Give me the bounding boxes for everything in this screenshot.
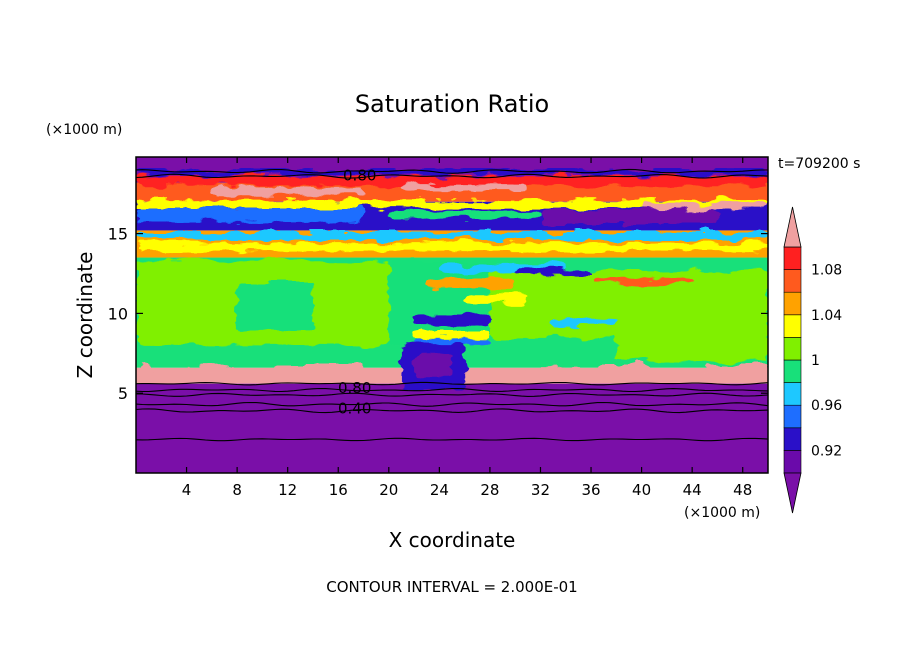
field-patch-9 <box>641 203 768 210</box>
field-patch-21 <box>464 294 528 304</box>
contour-lower-f <box>136 437 768 442</box>
x-tick-label: 12 <box>278 481 297 499</box>
contour-lower-b <box>136 387 768 393</box>
colorbar-swatch <box>783 382 802 406</box>
x-tick-label: 28 <box>480 481 499 499</box>
colorbar-swatch <box>783 427 802 451</box>
x-tick-label: 40 <box>632 481 651 499</box>
colorbar-above-triangle <box>783 206 802 248</box>
x-tick-label: 32 <box>531 481 550 499</box>
colorbar-swatch <box>783 314 802 338</box>
x-tick-label: 44 <box>683 481 702 499</box>
field-patch-29 <box>275 364 364 378</box>
field-patch-10 <box>136 168 768 175</box>
field-patch-2 <box>401 184 528 193</box>
chart-title: Saturation Ratio <box>355 90 549 118</box>
y-tick-label: 15 <box>108 225 128 244</box>
field-patch-14 <box>616 289 768 362</box>
colorbar-swatch <box>783 246 802 270</box>
field-patch-1 <box>211 187 364 196</box>
contour-upper-a <box>136 168 768 174</box>
plot-frame <box>135 156 769 474</box>
contour-label-1: 0.80 <box>338 379 371 397</box>
saturation-field-detail <box>136 168 768 391</box>
colorbar-swatch <box>783 337 802 361</box>
colorbar-swatch <box>783 291 802 316</box>
time-label: t=709200 s <box>778 156 860 172</box>
y-tick-label: 10 <box>108 304 128 323</box>
field-patch-31 <box>597 364 648 375</box>
y-tick-label: 5 <box>118 384 128 403</box>
field-patch-24 <box>553 318 617 327</box>
colorbar-tick-label: 1.04 <box>811 308 842 324</box>
contour-label-0: 0.80 <box>343 167 376 185</box>
contour-labels: 0.80 0.80 0.40 <box>338 167 376 418</box>
x-tick-label: 8 <box>232 481 242 499</box>
y-unit-label: (×1000 m) <box>46 122 122 138</box>
colorbar-tick-label: 0.92 <box>811 443 842 459</box>
contour-interval-footer: CONTOUR INTERVAL = 2.000E-01 <box>326 578 577 596</box>
field-band-0 <box>136 383 768 473</box>
field-patch-30 <box>515 367 617 376</box>
y-axis-ticks: 5 10 15 <box>108 225 768 403</box>
field-patch-0 <box>136 176 768 186</box>
x-tick-label: 20 <box>379 481 398 499</box>
field-patch-8 <box>136 243 768 252</box>
x-axis-ticks: 4 8 12 16 20 24 28 32 36 40 44 48 <box>182 157 752 499</box>
contour-lower-a <box>136 381 768 386</box>
field-patch-7 <box>136 232 768 240</box>
field-patch-3 <box>136 200 768 209</box>
field-patch-16 <box>414 313 490 327</box>
contour-lower-c <box>136 392 768 397</box>
field-patch-17 <box>414 330 490 338</box>
colorbar-tick-label: 1 <box>811 353 820 369</box>
x-axis-label: X coordinate <box>389 528 516 552</box>
field-patch-28 <box>186 366 238 378</box>
contour-lower-e <box>136 408 768 414</box>
field-patch-23 <box>515 268 592 276</box>
field-patch-15 <box>237 281 313 330</box>
contour-lower-d <box>136 401 768 407</box>
contour-upper-b <box>136 173 768 179</box>
y-axis-label: Z coordinate <box>73 252 97 379</box>
field-patch-6 <box>388 211 541 220</box>
field-patch-4 <box>136 208 364 223</box>
contour-label-2: 0.40 <box>338 400 371 418</box>
x-tick-label: 4 <box>182 481 192 499</box>
field-patch-27 <box>139 364 155 378</box>
colorbar-swatch <box>783 359 802 383</box>
x-unit-label: (×1000 m) <box>684 505 760 521</box>
colorbar-tick-label: 0.96 <box>811 398 842 414</box>
x-tick-label: 16 <box>329 481 348 499</box>
plot-area <box>136 157 768 473</box>
field-patch-5 <box>540 209 718 225</box>
field-patch-22 <box>591 278 693 285</box>
contour-lines <box>136 168 768 442</box>
colorbar-swatch <box>783 450 802 474</box>
field-patch-19 <box>426 278 516 288</box>
colorbar-below-triangle <box>783 472 802 514</box>
x-tick-label: 36 <box>581 481 600 499</box>
x-tick-label: 48 <box>733 481 752 499</box>
colorbar-swatch <box>783 404 802 429</box>
field-patch-32 <box>704 364 768 378</box>
field-patch-26 <box>414 353 452 378</box>
x-tick-label: 24 <box>430 481 449 499</box>
colorbar-tick-label: 1.08 <box>811 263 842 279</box>
colorbar: 0.92 0.96 1 1.04 1.08 <box>783 206 842 514</box>
colorbar-swatch <box>783 269 802 293</box>
